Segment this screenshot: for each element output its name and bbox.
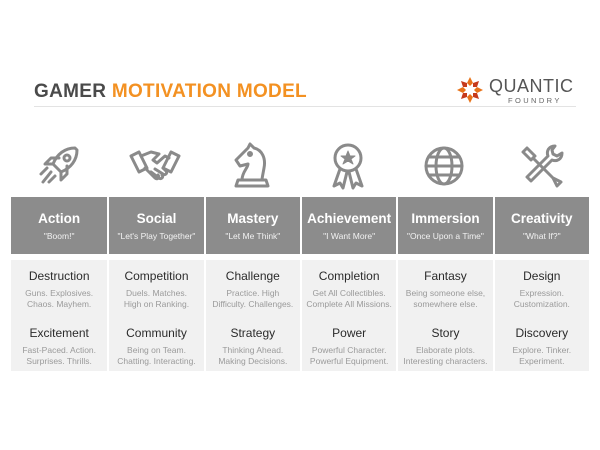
icon-cell-social — [107, 138, 203, 194]
motivation-title: Story — [431, 326, 460, 340]
motivation-title: Competition — [124, 269, 189, 283]
motivation-title: Excitement — [29, 326, 89, 340]
brand-name: QUANTIC — [489, 76, 574, 96]
category-quote: "Once Upon a Time" — [407, 231, 484, 241]
medal-icon — [332, 143, 364, 190]
motivation-grid: Action "Boom!" Social "Let's Play Togeth… — [11, 197, 589, 371]
motivation-desc-line1: Practice. High — [226, 288, 280, 298]
category-quote: "Let's Play Together" — [117, 231, 196, 241]
category-quote: "Boom!" — [43, 231, 75, 241]
category-mastery: Mastery "Let Me Think" — [203, 197, 300, 254]
motivation-story: Story Elaborate plots. Interesting chara… — [396, 317, 492, 371]
motivation-power: Power Powerful Character. Powerful Equip… — [299, 317, 396, 371]
motivation-fantasy: Fantasy Being someone else, somewhere el… — [396, 260, 492, 317]
motivation-desc-line1: Expression. — [519, 288, 565, 298]
quantic-foundry-logo: QUANTIC FOUNDRY — [456, 76, 576, 106]
motivation-desc-line2: High on Ranking. — [123, 299, 190, 309]
category-creativity: Creativity "What If?" — [492, 197, 589, 254]
motivation-desc-line2: Chatting. Interacting. — [117, 356, 196, 366]
motivation-title: Strategy — [230, 326, 276, 340]
icon-cell-action — [11, 138, 107, 194]
motivation-community: Community Being on Team. Chatting. Inter… — [107, 317, 203, 371]
header-divider — [34, 106, 576, 107]
page-header: GAMER MOTIVATION MODEL QUANTIC FOUNDRY — [34, 76, 576, 106]
motivation-desc-line2: Experiment. — [519, 356, 565, 366]
category-achievement: Achievement "I Want More" — [299, 197, 396, 254]
category-icons — [11, 138, 589, 194]
motivation-completion: Completion Get All Collectibles. Complet… — [299, 260, 396, 317]
brand-subtitle: FOUNDRY — [508, 96, 562, 105]
motivation-desc-line1: Being on Team. — [127, 345, 186, 355]
handshake-icon — [129, 150, 181, 181]
icon-cell-mastery — [204, 138, 300, 194]
motivation-desc-line1: Get All Collectibles. — [312, 288, 386, 298]
chess-knight-icon — [234, 142, 270, 188]
motivation-strategy: Strategy Thinking Ahead. Making Decision… — [203, 317, 300, 371]
icon-cell-creativity — [493, 138, 589, 194]
category-quote: "What If?" — [522, 231, 561, 241]
motivation-challenge: Challenge Practice. High Difficulty. Cha… — [203, 260, 300, 317]
motivation-desc-line1: Being someone else, — [405, 288, 486, 298]
icon-cell-achievement — [300, 138, 396, 194]
motivation-desc-line1: Powerful Character. — [311, 345, 387, 355]
page-title: GAMER MOTIVATION MODEL — [34, 81, 307, 103]
motivation-excitement: Excitement Fast-Paced. Action. Surprises… — [11, 317, 107, 371]
title-part-gamer: GAMER — [34, 81, 107, 102]
icon-cell-immersion — [396, 138, 492, 194]
category-action: Action "Boom!" — [11, 197, 107, 254]
motivation-title: Destruction — [28, 269, 90, 283]
tools-icon — [521, 144, 564, 188]
motivation-title: Discovery — [515, 326, 569, 340]
motivation-desc-line2: Customization. — [513, 299, 570, 309]
category-title: Immersion — [411, 211, 480, 226]
motivation-destruction: Destruction Guns. Explosives. Chaos. May… — [11, 260, 107, 317]
motivation-title: Community — [126, 326, 187, 340]
motivation-desc-line2: somewhere else. — [413, 299, 478, 309]
motivation-desc-line2: Interesting characters. — [403, 356, 488, 366]
rocket-icon — [39, 146, 79, 184]
motivation-title: Challenge — [225, 269, 280, 283]
motivation-desc-line1: Explore. Tinker. — [512, 345, 572, 355]
motivation-row-2: Excitement Fast-Paced. Action. Surprises… — [11, 317, 589, 371]
motivation-competition: Competition Duels. Matches. High on Rank… — [107, 260, 203, 317]
category-title: Social — [136, 211, 177, 226]
globe-icon — [424, 146, 464, 186]
motivation-desc-line1: Elaborate plots. — [415, 345, 476, 355]
motivation-desc-line1: Thinking Ahead. — [222, 345, 284, 355]
motivation-desc-line1: Duels. Matches. — [126, 288, 187, 298]
motivation-desc-line1: Guns. Explosives. — [25, 288, 94, 298]
motivation-desc-line1: Fast-Paced. Action. — [22, 345, 97, 355]
motivation-title: Fantasy — [424, 269, 467, 283]
category-social: Social "Let's Play Together" — [107, 197, 203, 254]
motivation-title: Power — [332, 326, 367, 340]
motivation-desc-line2: Powerful Equipment. — [309, 356, 389, 366]
motivation-design: Design Expression. Customization. — [492, 260, 589, 317]
category-title: Mastery — [227, 211, 279, 226]
motivation-desc-line2: Surprises. Thrills. — [26, 356, 92, 366]
category-immersion: Immersion "Once Upon a Time" — [396, 197, 492, 254]
motivation-desc-line2: Chaos. Mayhem. — [27, 299, 92, 309]
quantic-foundry-mark-icon — [457, 77, 483, 103]
motivation-desc-line2: Difficulty. Challenges. — [212, 299, 294, 309]
motivation-discovery: Discovery Explore. Tinker. Experiment. — [492, 317, 589, 371]
category-title: Achievement — [307, 211, 392, 226]
category-title: Action — [38, 211, 81, 226]
title-part-motivation-model: MOTIVATION MODEL — [111, 81, 307, 102]
category-header-row: Action "Boom!" Social "Let's Play Togeth… — [11, 197, 589, 254]
category-quote: "Let Me Think" — [225, 231, 281, 241]
motivation-desc-line2: Making Decisions. — [218, 356, 288, 366]
motivation-desc-line2: Complete All Missions. — [306, 299, 392, 309]
motivation-title: Completion — [318, 269, 380, 283]
motivation-title: Design — [523, 269, 561, 283]
motivation-row-1: Destruction Guns. Explosives. Chaos. May… — [11, 260, 589, 317]
category-quote: "I Want More" — [323, 231, 376, 241]
category-title: Creativity — [511, 211, 573, 226]
